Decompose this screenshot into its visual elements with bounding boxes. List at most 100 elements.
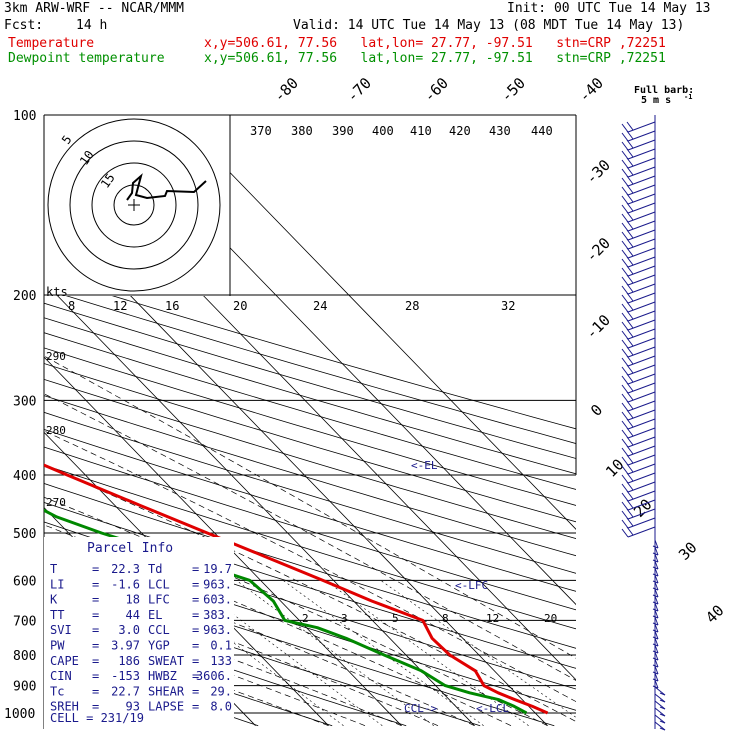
- mixing-ratio-line: [380, 580, 576, 718]
- wind-barb-flag: [621, 258, 629, 268]
- wind-barb-flag: [621, 222, 629, 232]
- parcel-row: SREH = 93 LAPSE = 8.0: [50, 700, 232, 714]
- wind-barb-staff: [627, 400, 656, 412]
- dry-adiabat-line: [44, 302, 576, 459]
- wind-barb-staff: [654, 539, 659, 549]
- dewpoint-line: [44, 508, 528, 715]
- wind-barb: [621, 445, 656, 457]
- parcel-value: 3.0: [118, 623, 140, 637]
- wind-barb: [621, 490, 656, 502]
- wind-barb: [621, 148, 656, 160]
- parcel-value: 3606.: [196, 669, 232, 683]
- wind-barb-staff: [654, 581, 659, 591]
- hodograph-ring-label: 10: [77, 148, 97, 168]
- parcel-value: 29.: [210, 684, 232, 698]
- dry-adiabat-line: [44, 583, 481, 727]
- wind-barb-flag: [621, 510, 629, 520]
- wind-barb-staff: [627, 364, 656, 376]
- wind-barb-staff: [627, 319, 656, 331]
- parcel-row: Tc = 22.7 SHEAR = 29.: [50, 684, 232, 698]
- wind-barb-flag: [621, 519, 629, 529]
- wind-barb-flag: [626, 355, 634, 365]
- wind-barb-staff: [654, 567, 659, 577]
- wind-barb-staff: [654, 665, 659, 675]
- wind-barb-flag: [621, 330, 629, 340]
- parcel-key: CCL: [148, 623, 170, 637]
- wind-barb-flag: [621, 249, 629, 259]
- theta-label: 370: [250, 124, 272, 138]
- hodograph-speed-tick: 20: [233, 299, 247, 313]
- parcel-key: CAPE: [50, 654, 79, 668]
- hodograph-units: kts: [46, 285, 68, 299]
- wind-barb-staff: [627, 292, 656, 304]
- hodograph-speed-tick: 12: [113, 299, 127, 313]
- wind-barb-staff: [654, 630, 659, 640]
- pressure-label-300: 300: [13, 394, 36, 409]
- parcel-key: TT: [50, 608, 64, 622]
- wind-barb-staff: [627, 310, 656, 322]
- wind-barb-staff: [627, 193, 656, 205]
- wind-barb: [621, 382, 656, 394]
- wind-barb: [621, 184, 656, 196]
- wind-barb-flag: [621, 159, 629, 169]
- parcel-value: -1.6: [111, 577, 140, 591]
- wind-barb-flag: [621, 285, 629, 295]
- wind-barb-staff: [627, 202, 656, 214]
- wind-barb-flag: [621, 267, 629, 277]
- wind-barb: [621, 346, 656, 358]
- parcel-equals: =: [92, 593, 99, 607]
- wind-barb-flag: [626, 310, 634, 320]
- wind-barb-staff: [627, 454, 656, 466]
- wind-barb: [621, 121, 656, 133]
- pressure-label-100: 100: [13, 109, 36, 124]
- wind-barb: [621, 427, 656, 439]
- wind-barb-flag: [626, 346, 634, 356]
- hodograph-speed-tick: 32: [501, 299, 515, 313]
- parcel-key: SVI: [50, 623, 72, 637]
- parcel-row: LI = -1.6 LCL = 963.: [50, 577, 232, 591]
- hodograph-trace: [126, 173, 207, 201]
- wind-barb-flag: [626, 274, 634, 284]
- wind-barb-staff: [627, 184, 656, 196]
- hodograph-speed-tick: 8: [68, 299, 75, 313]
- wind-barb-flag: [621, 501, 629, 511]
- parcel-equals: =: [192, 562, 199, 576]
- parcel-equals: =: [192, 639, 199, 653]
- parcel-row: CAPE = 186 SWEAT = 133: [50, 654, 232, 668]
- wind-barb-flag: [626, 499, 634, 509]
- theta-left-label: 270: [46, 496, 66, 509]
- wind-barb-flag: [626, 418, 634, 428]
- wind-barb-flag: [621, 492, 629, 502]
- wind-barb: [621, 391, 656, 403]
- fcst-label: Fcst:: [4, 18, 44, 33]
- wind-barb-staff: [654, 623, 659, 633]
- parcel-key: K: [50, 593, 58, 607]
- barb-key-units: 5 m s: [641, 95, 671, 106]
- wind-barb-staff: [627, 382, 656, 394]
- isotherm-label: 0: [587, 401, 606, 420]
- init-time: Init: 00 UTC Tue 14 May 13: [507, 1, 711, 16]
- isotherm-label: -70: [343, 74, 375, 106]
- dry-adiabat-line: [44, 347, 576, 506]
- wind-barb-staff: [654, 588, 659, 598]
- wind-barb-staff: [654, 553, 659, 563]
- wind-barb-flag: [626, 166, 634, 176]
- wind-barb-staff: [654, 658, 659, 668]
- parcel-equals: =: [92, 654, 99, 668]
- fcst-value: 14 h: [76, 18, 108, 33]
- dry-adiabat-line: [44, 605, 407, 727]
- wind-barb-flag: [621, 357, 629, 367]
- wind-barb-flag: [626, 373, 634, 383]
- wind-barb: [621, 283, 656, 295]
- parcel-equals: =: [92, 700, 99, 714]
- wind-barb-staff: [654, 693, 666, 703]
- wind-barb-flag: [626, 319, 634, 329]
- parcel-value: 8.0: [210, 700, 232, 714]
- parcel-key: CIN: [50, 669, 72, 683]
- isotherm-label: -50: [497, 74, 529, 106]
- wind-barb-staff: [627, 472, 656, 484]
- parcel-row: K = 18 LFC = 603.: [50, 593, 232, 607]
- valid-time: Valid: 14 UTC Tue 14 May 13 (08 MDT Tue …: [293, 18, 685, 33]
- wind-barb-flag: [621, 429, 629, 439]
- parcel-value: 93: [126, 700, 140, 714]
